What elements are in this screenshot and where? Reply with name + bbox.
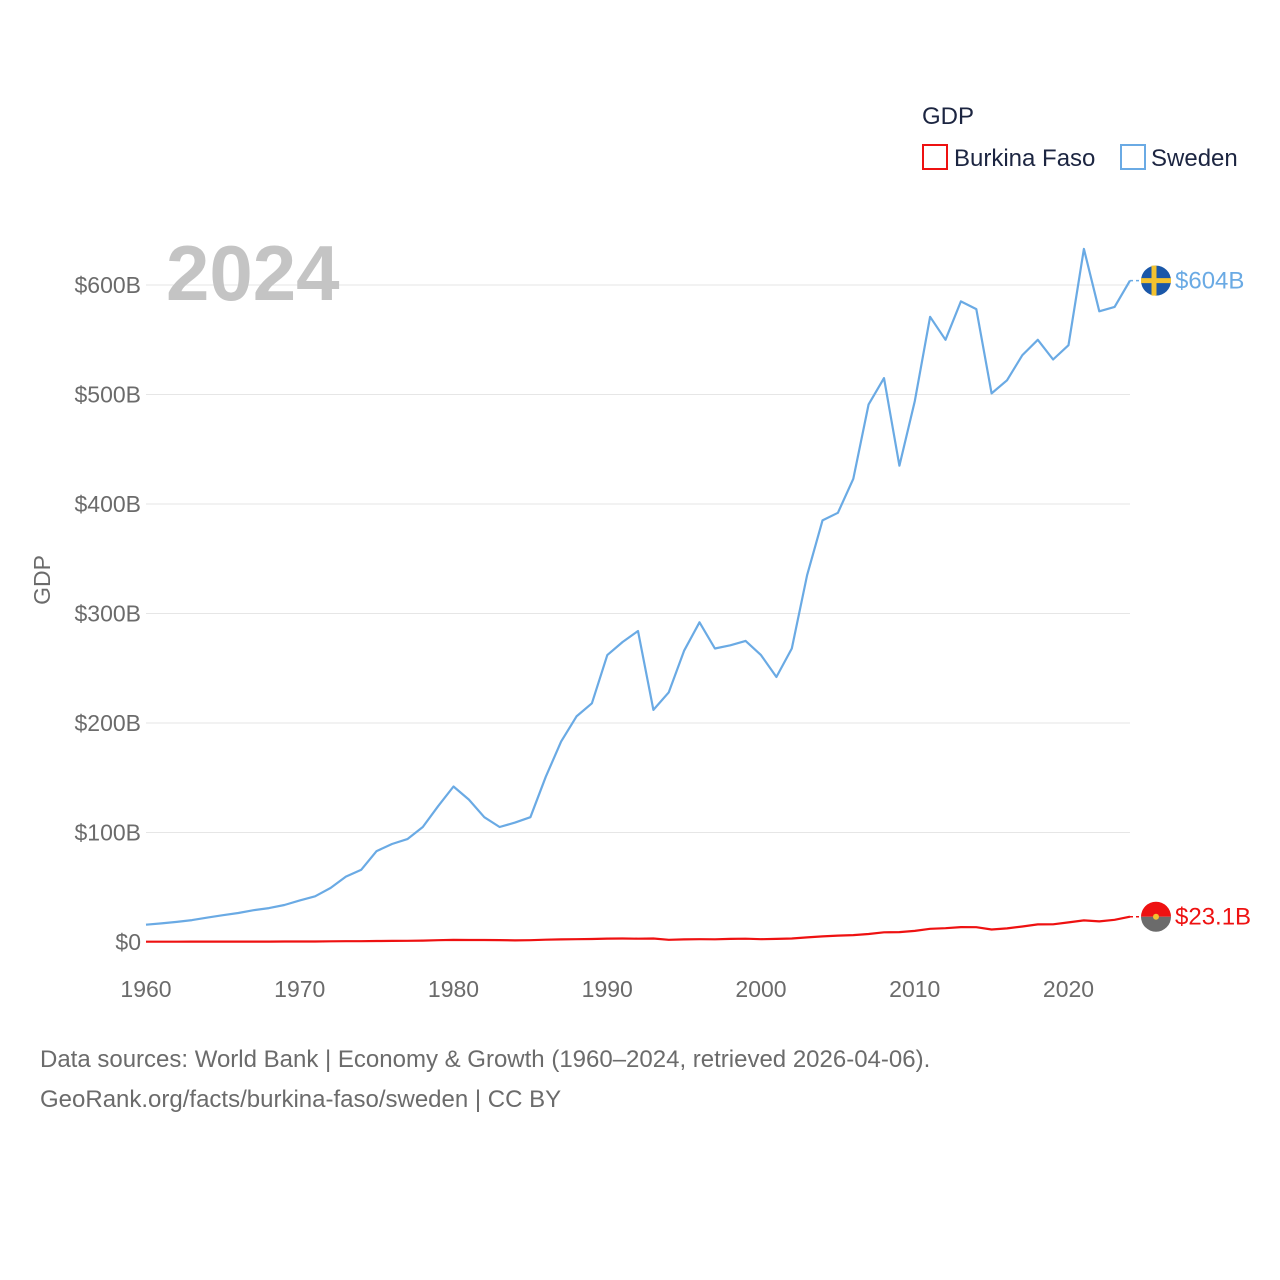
x-tick-label: 1980 [428, 976, 479, 1002]
y-tick-label: $500B [74, 382, 141, 408]
flag-cross-vertical [1151, 265, 1157, 296]
end-value-label-sweden: $604B [1175, 268, 1244, 295]
x-tick-label: 2010 [889, 976, 940, 1002]
series-lines [145, 247, 1131, 943]
flag-top-half [1141, 901, 1171, 917]
x-axis-ticks: 1960 1970 1980 1990 2000 2010 2020 [120, 976, 1094, 1002]
legend-title: GDP [922, 103, 974, 130]
gridlines [146, 284, 1130, 833]
flag-bottom-half [1141, 916, 1171, 932]
y-tick-label: $300B [74, 601, 141, 627]
y-tick-label: $0 [115, 929, 141, 955]
x-tick-label: 2000 [735, 976, 786, 1002]
attribution-link[interactable]: GeoRank.org/facts/burkina-faso/sweden | … [40, 1086, 562, 1113]
year-watermark: 2024 [166, 229, 340, 317]
y-tick-label: $200B [74, 710, 141, 736]
x-tick-label: 1990 [582, 976, 633, 1002]
footer: Data sources: World Bank | Economy & Gro… [40, 1040, 930, 1120]
star-icon [1153, 913, 1159, 920]
legend-swatch-burkina-faso [922, 144, 948, 170]
y-axis-title: GDP [29, 555, 55, 605]
series-line-burkina-faso[interactable] [146, 915, 1131, 943]
y-tick-label: $400B [74, 491, 141, 517]
y-tick-label: $600B [74, 272, 141, 298]
end-value-label-burkina-faso: $23.1B [1175, 904, 1251, 931]
x-tick-label: 1970 [274, 976, 325, 1002]
series-line-sweden[interactable] [145, 247, 1131, 926]
x-tick-label: 2020 [1043, 976, 1094, 1002]
legend-label-burkina-faso: Burkina Faso [954, 145, 1095, 172]
legend-swatch-sweden [1120, 144, 1146, 170]
legend-label-sweden: Sweden [1151, 145, 1238, 172]
data-source-note: Data sources: World Bank | Economy & Gro… [40, 1046, 931, 1073]
legend-item-sweden[interactable]: Sweden [1120, 144, 1238, 172]
x-tick-label: 1960 [120, 976, 171, 1002]
flag-marker-burkina-faso[interactable] [1141, 901, 1171, 932]
y-axis-ticks: $0 $100B $200B $300B $400B $500B $600B [74, 272, 141, 955]
flag-marker-sweden[interactable] [1141, 265, 1171, 296]
y-tick-label: $100B [74, 820, 141, 846]
legend-item-burkina-faso[interactable]: Burkina Faso [922, 144, 1095, 172]
series-end-markers: $23.1B $604B [1130, 265, 1251, 932]
